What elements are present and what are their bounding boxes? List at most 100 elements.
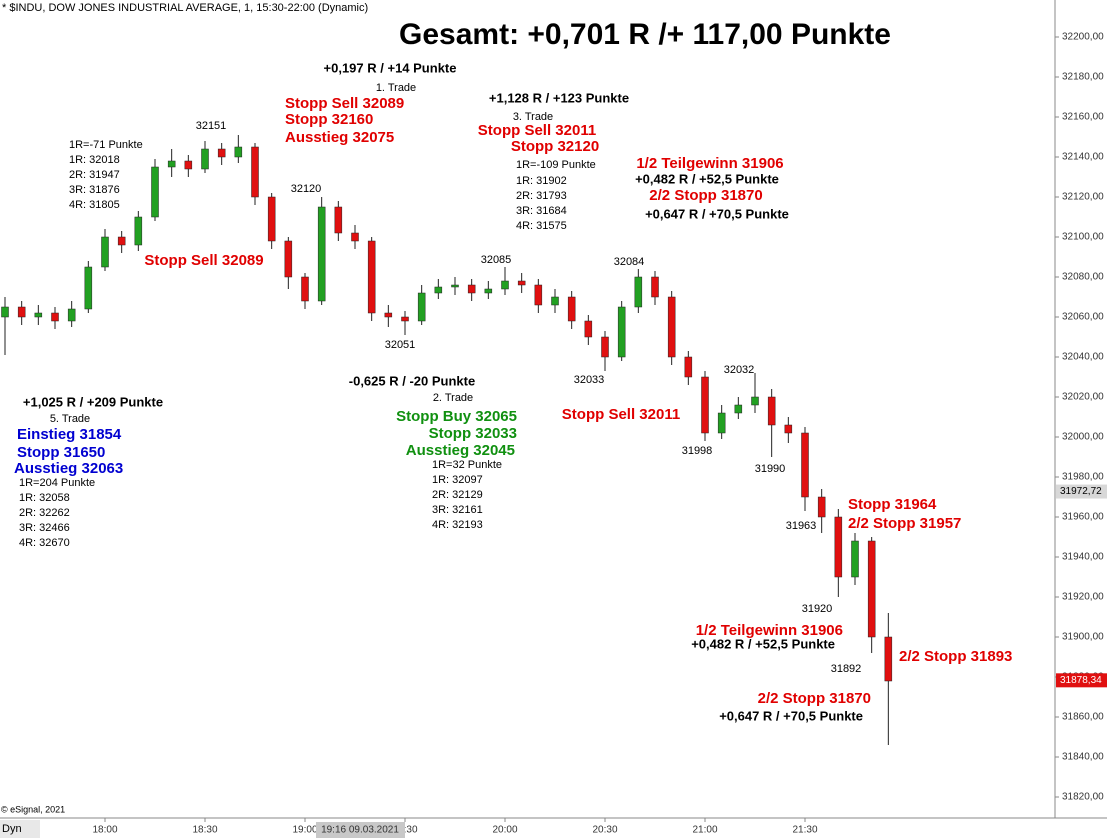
y-tick-label: 32200,00 [1062, 32, 1104, 43]
candle-body [1, 306, 9, 318]
candle-body [784, 424, 793, 434]
annotation: Stopp Sell 32089 [285, 95, 404, 112]
annotation: Stopp 32160 [285, 111, 373, 128]
annotation: 31892 [831, 663, 862, 675]
candle-body [284, 240, 293, 278]
annotation: 1R: 32018 [69, 154, 120, 166]
cursor-box [316, 822, 405, 838]
candle-body [501, 280, 509, 290]
annotation: Stopp 32120 [511, 138, 599, 155]
y-tick-label: 32120,00 [1062, 192, 1104, 203]
candle-body [817, 496, 826, 518]
x-tick-label: 18:00 [92, 825, 117, 836]
candle-body [467, 284, 476, 294]
candle-body [317, 206, 326, 302]
x-tick-label: 20:30 [592, 825, 617, 836]
candle-body [17, 306, 26, 318]
annotation: Ausstieg 32045 [406, 442, 515, 459]
annotation: 5. Trade [50, 413, 90, 425]
candle-body [384, 312, 393, 318]
candle-body [367, 240, 376, 314]
cursor-label: 19:16 09.03.2021 [321, 825, 399, 836]
annotation: 2R: 32262 [19, 507, 70, 519]
annotation: 2/2 Stopp 31870 [649, 187, 762, 204]
y-tick-label: 31940,00 [1062, 552, 1104, 563]
annotation: +0,647 R / +70,5 Punkte [719, 708, 863, 723]
annotation: 2. Trade [433, 392, 473, 404]
candle-body [534, 284, 543, 306]
annotation: 3R: 32466 [19, 522, 70, 534]
annotation: 4R: 31575 [516, 220, 567, 232]
y-tick-label: 32180,00 [1062, 72, 1104, 83]
annotation: 1. Trade [376, 82, 416, 94]
annotation: Stopp Sell 32011 [562, 406, 680, 423]
candle-body [701, 376, 709, 434]
y-tick-label: 32100,00 [1062, 232, 1104, 243]
candle-body [267, 196, 276, 242]
annotation: +0,647 R / +70,5 Punkte [645, 206, 789, 221]
candle-body [667, 296, 676, 358]
candle-body [767, 396, 776, 426]
candle-body [217, 148, 226, 158]
y-tick-label: 31860,00 [1062, 712, 1104, 723]
annotation: 1R: 31902 [516, 175, 567, 187]
annotation: 31990 [755, 463, 786, 475]
candle-body [717, 412, 726, 434]
candle-body [251, 146, 259, 198]
candle-body [351, 232, 359, 242]
y-tick-label: 31960,00 [1062, 512, 1104, 523]
annotation: 1/2 Teilgewinn 31906 [696, 622, 843, 639]
y-tick-label: 31980,00 [1062, 472, 1104, 483]
annotation: 1R: 32097 [432, 474, 483, 486]
y-tick-label: 32160,00 [1062, 112, 1104, 123]
candle-body [67, 308, 76, 322]
candle-body [551, 296, 559, 306]
annotation: 1R=-109 Punkte [516, 159, 596, 171]
annotation: 2R: 32129 [432, 489, 483, 501]
candle-body [584, 320, 593, 338]
candle-body [734, 404, 743, 414]
annotation: 2R: 31793 [516, 190, 567, 202]
candle-body [651, 276, 659, 298]
annotation: 31963 [786, 520, 817, 532]
y-tick-label: 32040,00 [1062, 352, 1104, 363]
y-tick-label: 31920,00 [1062, 592, 1104, 603]
candle-body [601, 336, 609, 358]
candle-body [751, 396, 759, 406]
y-tick-label: 32000,00 [1062, 432, 1104, 443]
annotation: Gesamt: +0,701 R /+ 117,00 Punkte [399, 18, 891, 51]
candle-body [184, 160, 193, 170]
candle-body [117, 236, 126, 246]
annotation: Ausstieg 32075 [285, 129, 394, 146]
mode-box[interactable] [0, 820, 40, 838]
annotation: +0,482 R / +52,5 Punkte [691, 636, 835, 651]
x-tick-label: 19:00 [292, 825, 317, 836]
annotation: 3R: 32161 [432, 504, 483, 516]
candle-body [167, 160, 176, 168]
annotation: 3R: 31684 [516, 205, 567, 217]
annotation: Stopp 31964 [848, 496, 937, 513]
mode-label[interactable]: Dyn [2, 823, 22, 835]
annotation: Stopp Sell 32011 [478, 122, 596, 139]
annotation: 32051 [385, 339, 416, 351]
header: * $INDU, DOW JONES INDUSTRIAL AVERAGE, 1… [2, 2, 368, 14]
annotation: 32120 [291, 183, 322, 195]
x-tick-label: 20:00 [492, 825, 517, 836]
annotation: 32084 [614, 256, 645, 268]
annotation: 32085 [481, 254, 512, 266]
candle-body [301, 276, 309, 302]
y-tick-label: 32080,00 [1062, 272, 1104, 283]
y-tick-label: 32020,00 [1062, 392, 1104, 403]
y-tick-label: 31840,00 [1062, 752, 1104, 763]
candle-body [634, 276, 643, 308]
candle-body [484, 288, 493, 294]
annotation: 1R=204 Punkte [19, 477, 95, 489]
annotation: 2/2 Stopp 31957 [848, 515, 961, 532]
candle-body [234, 146, 243, 158]
annotation: Stopp Sell 32089 [144, 252, 263, 269]
annotation: 4R: 32670 [19, 537, 70, 549]
annotation: 4R: 32193 [432, 519, 483, 531]
candle-body [451, 284, 459, 288]
candle-body [201, 148, 209, 170]
